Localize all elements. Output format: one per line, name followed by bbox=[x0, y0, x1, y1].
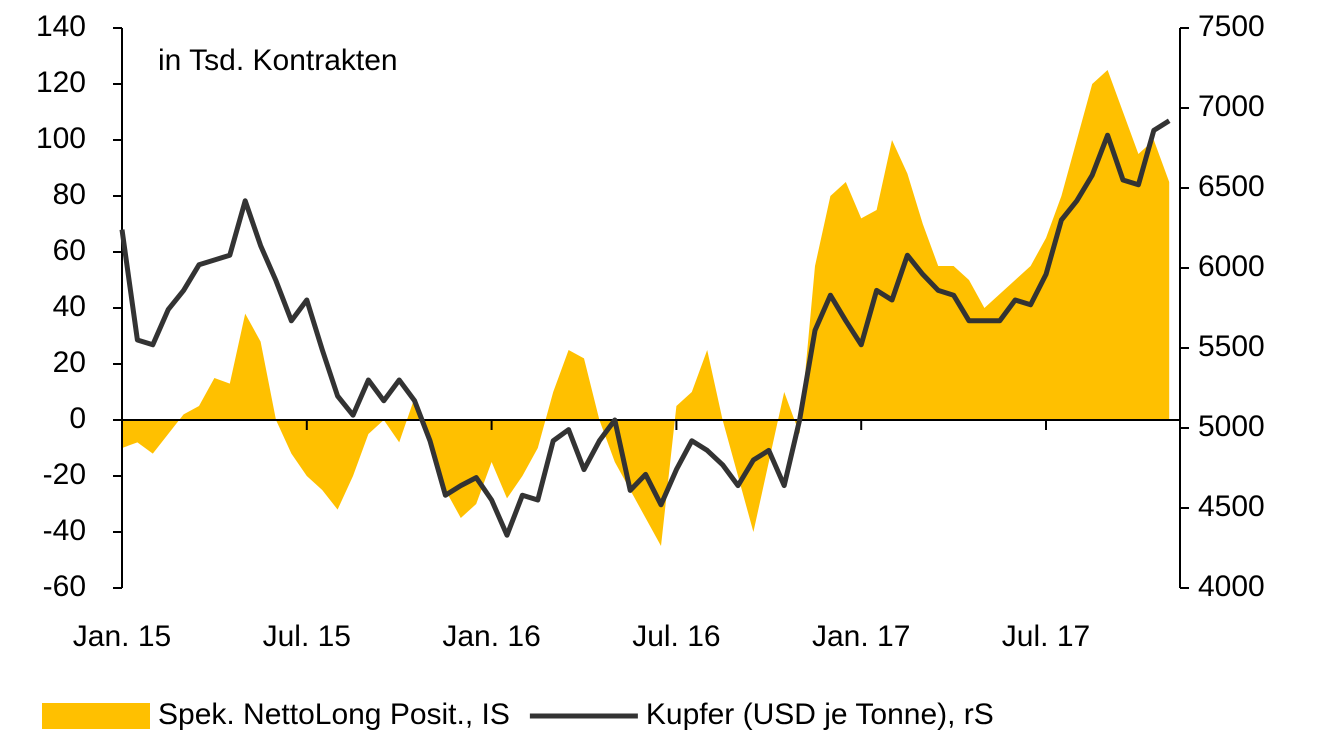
y-tick-label: 20 bbox=[53, 346, 86, 379]
y-tick-label: 140 bbox=[36, 10, 86, 43]
y2-tick-label: 4000 bbox=[1198, 570, 1265, 603]
y-tick-label: -40 bbox=[43, 514, 86, 547]
x-tick-label: Jul. 17 bbox=[1002, 620, 1090, 653]
x-tick-label: Jul. 16 bbox=[632, 620, 720, 653]
y-tick-label: 100 bbox=[36, 122, 86, 155]
y-tick-label: 40 bbox=[53, 290, 86, 323]
y-tick-label: -20 bbox=[43, 458, 86, 491]
y2-tick-label: 4500 bbox=[1198, 490, 1265, 523]
line bbox=[119, 118, 1171, 538]
y-tick-label: 60 bbox=[53, 234, 86, 267]
x-tick-label: Jan. 16 bbox=[442, 620, 540, 653]
x-tick-label: Jan. 17 bbox=[812, 620, 910, 653]
y-tick-label: 120 bbox=[36, 66, 86, 99]
annotation: in Tsd. Kontrakten bbox=[158, 44, 398, 77]
legend-label: Spek. NettoLong Posit., IS bbox=[158, 698, 510, 731]
legend-swatch bbox=[42, 703, 150, 729]
y2-tick-label: 5500 bbox=[1198, 330, 1265, 363]
y2-tick-label: 5000 bbox=[1198, 410, 1265, 443]
x-tick-label: Jul. 15 bbox=[263, 620, 351, 653]
y2-tick-label: 7000 bbox=[1198, 90, 1265, 123]
y2-tick-label: 6500 bbox=[1198, 170, 1265, 203]
x-tick-label: Jan. 15 bbox=[73, 620, 171, 653]
y2-tick-label: 7500 bbox=[1198, 10, 1265, 43]
y2-tick-label: 6000 bbox=[1198, 250, 1265, 283]
y-tick-label: -60 bbox=[43, 570, 86, 603]
legend-label: Kupfer (USD je Tonne), rS bbox=[646, 698, 994, 731]
y-tick-label: 80 bbox=[53, 178, 86, 211]
y-tick-label: 0 bbox=[69, 402, 86, 435]
area bbox=[122, 70, 1170, 546]
